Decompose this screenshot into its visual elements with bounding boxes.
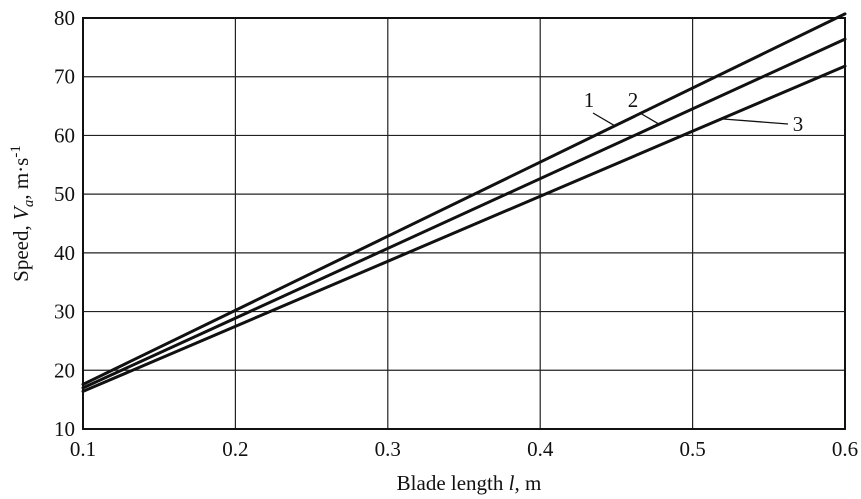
y-axis-title: Speed, Va, m·s-1: [8, 145, 37, 282]
x-axis-title-var: l: [509, 471, 515, 495]
x-tick-label: 0.6: [832, 437, 858, 461]
series-label-2: 2: [628, 88, 639, 112]
y-axis-title-prefix: Speed,: [9, 220, 33, 282]
y-axis-title-sup: -1: [8, 145, 24, 158]
series-labels: 1 2 3: [584, 88, 804, 136]
series-line-2: [81, 37, 847, 390]
y-tick-label: 70: [54, 65, 75, 89]
series-label-3: 3: [793, 112, 804, 136]
y-tick-label: 30: [54, 300, 75, 324]
y-axis-title-var: V: [9, 205, 33, 220]
series-line-1: [81, 12, 847, 386]
y-axis-title-suffix: , m·s: [9, 158, 33, 200]
y-tick-label: 50: [54, 182, 75, 206]
y-tick-label: 20: [54, 358, 75, 382]
series-lines: [81, 12, 847, 393]
y-tick-label: 60: [54, 123, 75, 147]
y-axis-title-sub: a: [21, 200, 37, 208]
x-tick-label: 0.5: [679, 437, 705, 461]
y-tick-label: 80: [54, 6, 75, 30]
x-axis-title: Blade length l, m: [397, 471, 542, 495]
y-tick-label: 10: [54, 417, 75, 441]
series-label-leader: [592, 112, 616, 127]
x-axis-title-prefix: Blade length: [397, 471, 509, 495]
series-label-1: 1: [584, 88, 595, 112]
plot-frame: [82, 17, 846, 430]
series-line-3: [81, 64, 847, 393]
x-tick-label: 0.1: [70, 437, 96, 461]
grid: [82, 17, 846, 430]
y-tick-label: 40: [54, 241, 75, 265]
x-tick-label: 0.3: [375, 437, 401, 461]
x-tick-label: 0.2: [222, 437, 248, 461]
x-tick-label: 0.4: [527, 437, 554, 461]
x-axis-title-suffix: , m: [514, 471, 541, 495]
series-label-leader: [721, 118, 789, 125]
tick-labels: 0.1 0.2 0.3 0.4 0.5 0.6 10 20 30 40 50 60 70 80: [54, 6, 858, 461]
series-label-leader: [639, 112, 660, 125]
